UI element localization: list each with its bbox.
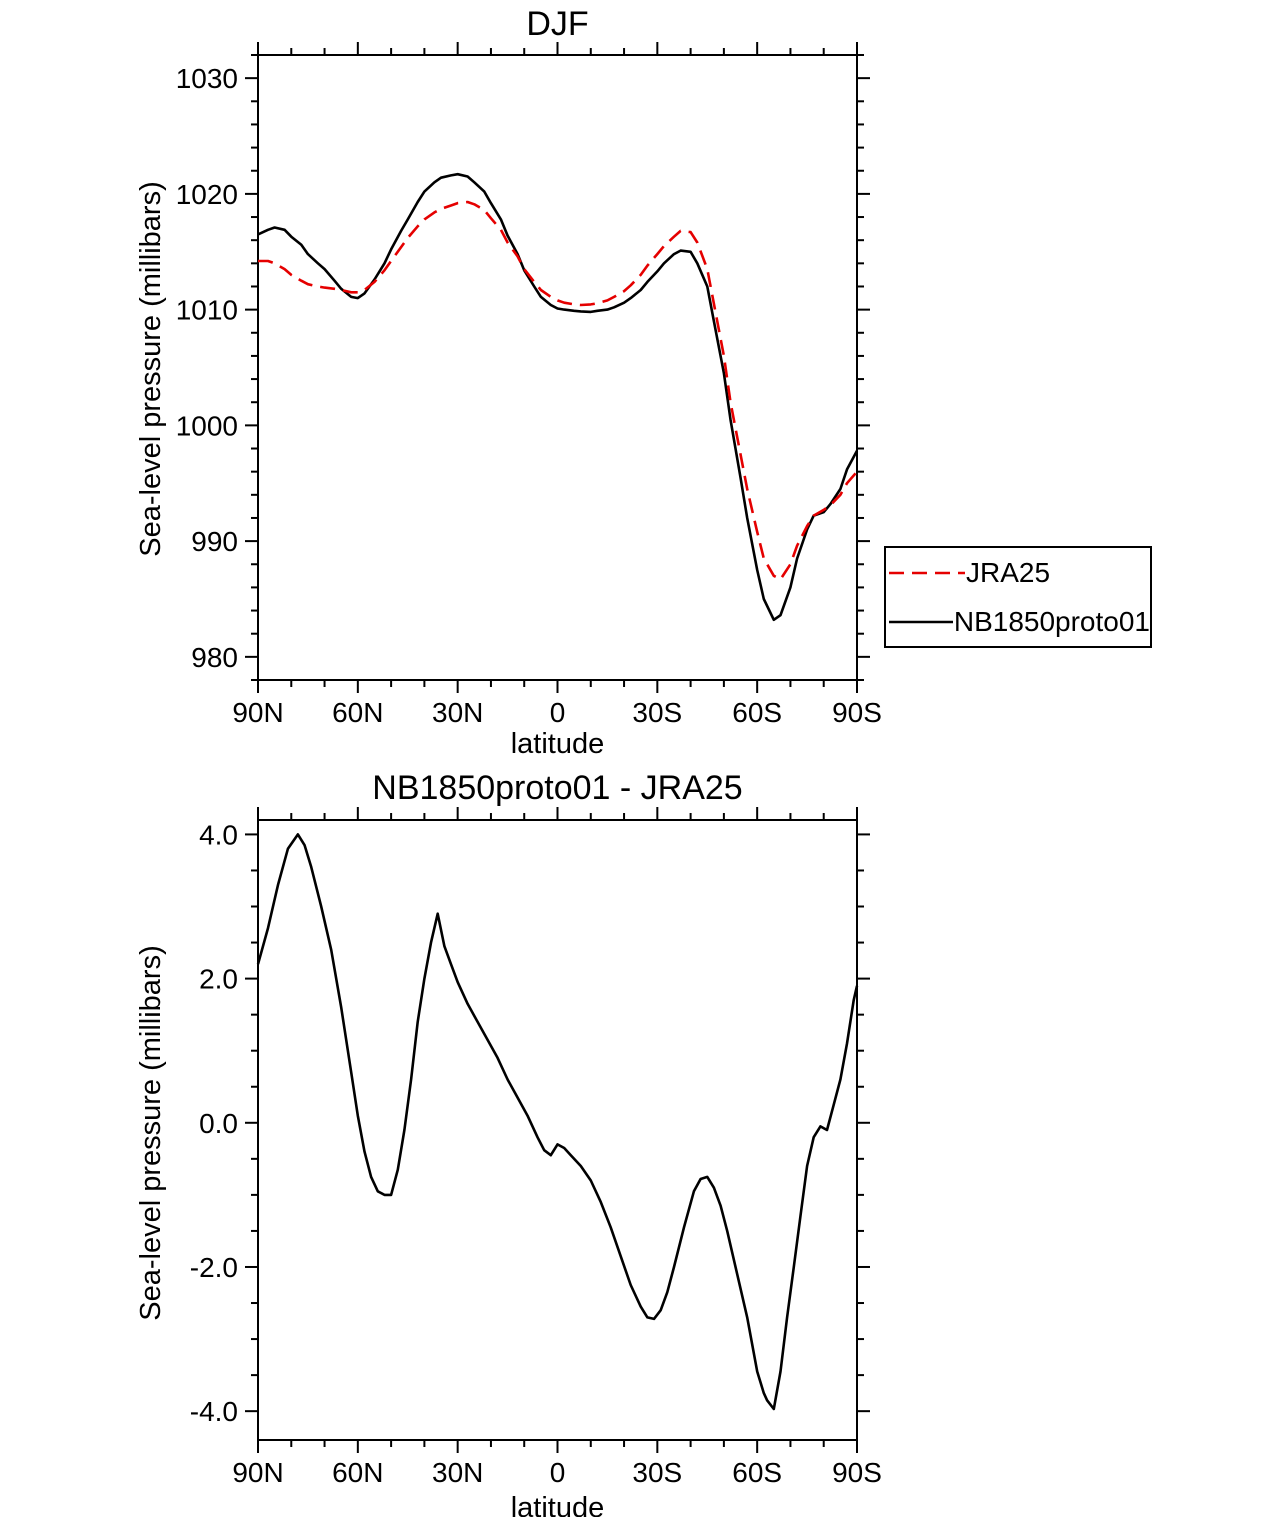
jra25-dashed-line-sample bbox=[889, 571, 965, 574]
x-axis-title: latitude bbox=[510, 728, 605, 760]
y-axis-title: Sea-level pressure (millibars) bbox=[135, 945, 167, 1321]
difference-chart: NB1850proto01 - JRA25 Sea-level pressure… bbox=[0, 760, 1285, 1517]
series-line-0 bbox=[258, 200, 858, 581]
djf-chart: DJF Sea-level pressure (millibars) 90N 60… bbox=[135, 5, 1152, 760]
x-tick-label: 60S bbox=[732, 697, 782, 728]
x-tick-label: 0 bbox=[550, 697, 566, 728]
nb1850proto01-solid-line-sample bbox=[889, 620, 953, 623]
y-tick-label: 990 bbox=[191, 526, 238, 557]
x-axis-title: latitude bbox=[510, 1492, 605, 1517]
legend: JRA25 NB1850proto01 bbox=[884, 546, 1152, 648]
x-tick-label: 0 bbox=[550, 1457, 566, 1488]
x-tick-label: 30S bbox=[632, 1457, 682, 1488]
y-tick-label: 1010 bbox=[176, 295, 238, 326]
x-tick-label: 90N bbox=[232, 1457, 283, 1488]
legend-label-jra25: JRA25 bbox=[966, 556, 1051, 588]
legend-item-jra25: JRA25 bbox=[886, 548, 1150, 597]
legend-item-nb1850proto01: NB1850proto01 bbox=[886, 597, 1150, 646]
y-tick-label: -2.0 bbox=[190, 1252, 238, 1283]
x-tick-label: 30N bbox=[432, 697, 483, 728]
chart-title: DJF bbox=[526, 5, 589, 43]
x-tick-label: 90N bbox=[232, 697, 283, 728]
y-tick-label: 980 bbox=[191, 642, 238, 673]
series-line-1 bbox=[257, 172, 859, 622]
legend-label-nb1850proto01: NB1850proto01 bbox=[953, 605, 1150, 637]
y-tick-label: 0.0 bbox=[199, 1108, 238, 1139]
x-tick-label: 60S bbox=[732, 1457, 782, 1488]
y-tick-label: 4.0 bbox=[199, 819, 238, 850]
chart-title: NB1850proto01 - JRA25 bbox=[372, 769, 743, 807]
y-tick-label: -4.0 bbox=[190, 1396, 238, 1427]
x-tick-label: 90S bbox=[832, 1457, 882, 1488]
y-tick-label: 1000 bbox=[176, 410, 238, 441]
y-tick-label: 2.0 bbox=[199, 964, 238, 995]
x-tick-label: 60N bbox=[332, 697, 383, 728]
x-tick-label: 30S bbox=[632, 697, 682, 728]
plot-frame bbox=[257, 54, 858, 681]
x-tick-label: 60N bbox=[332, 1457, 383, 1488]
x-tick-label: 30N bbox=[432, 1457, 483, 1488]
y-tick-label: 1030 bbox=[176, 63, 238, 94]
djf-plot-area: 90N 60N 30N 0 30S 60S 90S 980 990 1000 1010 1020 103… bbox=[176, 42, 882, 728]
x-tick-label: 90S bbox=[832, 697, 882, 728]
series-line-0 bbox=[256, 833, 859, 1411]
y-axis-title: Sea-level pressure (millibars) bbox=[135, 181, 167, 557]
plot-frame bbox=[257, 819, 858, 1441]
y-tick-label: 1020 bbox=[176, 179, 238, 210]
difference-plot-area: 90N 60N 30N 0 30S 60S 90S -4.0 -2.0 0.0 2.0 4.0 bbox=[190, 807, 882, 1488]
